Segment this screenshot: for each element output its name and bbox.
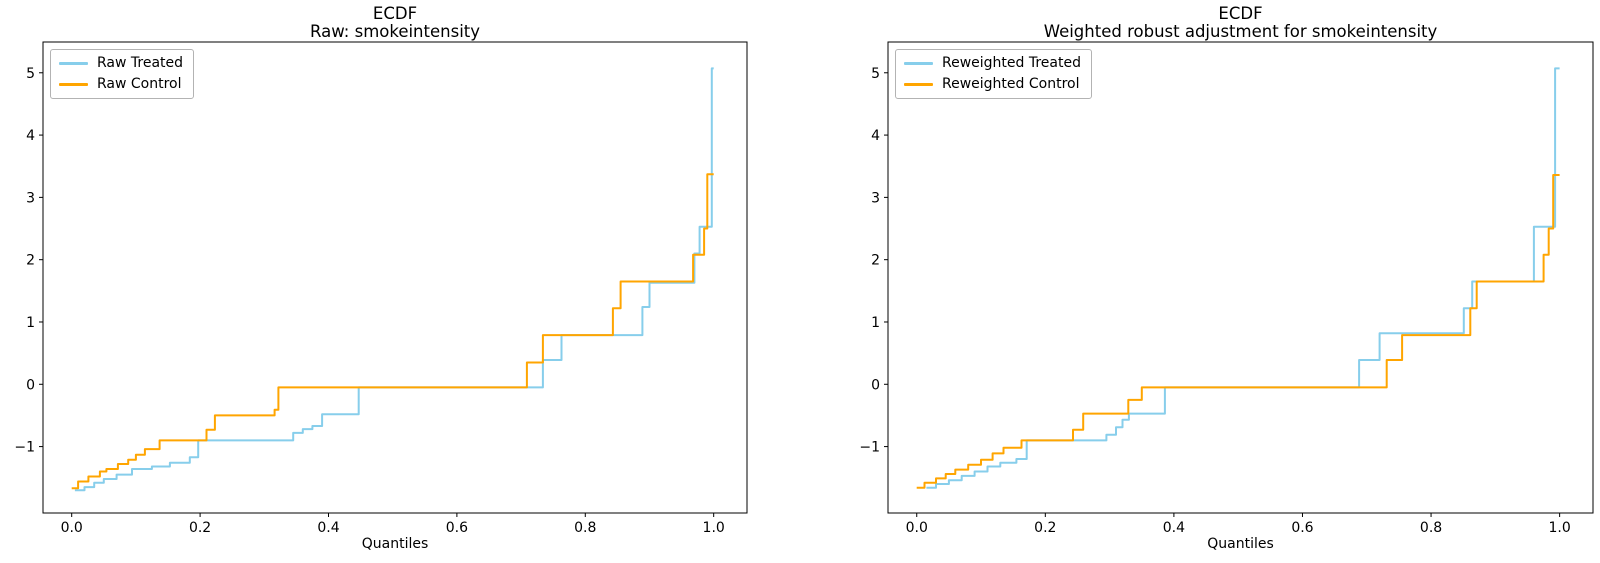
legend-label: Reweighted Treated bbox=[942, 55, 1081, 71]
title-line-subtitle: Raw: smokeintensity bbox=[309, 22, 481, 41]
legend-label: Reweighted Control bbox=[942, 76, 1080, 92]
svg-text:4: 4 bbox=[871, 128, 880, 144]
svg-text:0: 0 bbox=[871, 377, 880, 393]
svg-text:−1: −1 bbox=[859, 440, 880, 456]
svg-text:0.0: 0.0 bbox=[61, 520, 83, 536]
chart-title-raw: ECDF Raw: smokeintensity bbox=[43, 5, 747, 41]
legend-label: Raw Control bbox=[97, 76, 182, 92]
svg-text:1: 1 bbox=[871, 315, 880, 331]
legend-label: Raw Treated bbox=[97, 55, 184, 71]
title-line-ecdf: ECDF bbox=[1218, 4, 1263, 23]
svg-text:1.0: 1.0 bbox=[1549, 520, 1571, 536]
plot-area-weighted: 0.0 0.2 0.4 0.6 0.8 1.0 −1 0 1 2 3 4 5 bbox=[859, 41, 1594, 536]
svg-text:0.0: 0.0 bbox=[906, 520, 928, 536]
chart-title-weighted: ECDF Weighted robust adjustment for smok… bbox=[888, 5, 1593, 41]
legend-raw: Raw Treated Raw Control bbox=[50, 49, 195, 99]
control-line-icon bbox=[904, 83, 933, 86]
svg-text:5: 5 bbox=[26, 66, 35, 82]
svg-text:1: 1 bbox=[26, 315, 35, 331]
svg-text:3: 3 bbox=[871, 190, 880, 206]
svg-text:5: 5 bbox=[871, 66, 880, 82]
x-axis-label-weighted: Quantiles bbox=[1207, 536, 1274, 552]
legend-item-reweighted-treated: Reweighted Treated bbox=[904, 55, 1081, 72]
legend-item-raw-control: Raw Control bbox=[59, 76, 183, 93]
legend-weighted: Reweighted Treated Reweighted Control bbox=[895, 49, 1092, 99]
svg-text:0.8: 0.8 bbox=[574, 520, 596, 536]
svg-text:0.4: 0.4 bbox=[1163, 520, 1185, 536]
svg-text:1.0: 1.0 bbox=[703, 520, 725, 536]
legend-item-reweighted-control: Reweighted Control bbox=[904, 76, 1081, 93]
svg-text:3: 3 bbox=[26, 190, 35, 206]
title-line-subtitle: Weighted robust adjustment for smokeinte… bbox=[1043, 22, 1438, 41]
svg-text:2: 2 bbox=[26, 253, 35, 269]
svg-text:0.6: 0.6 bbox=[446, 520, 468, 536]
control-line-icon bbox=[59, 83, 88, 86]
treated-line-icon bbox=[59, 62, 88, 65]
svg-text:0.6: 0.6 bbox=[1291, 520, 1313, 536]
svg-text:2: 2 bbox=[871, 253, 880, 269]
x-axis-label-raw: Quantiles bbox=[361, 536, 429, 552]
svg-text:0.8: 0.8 bbox=[1420, 520, 1442, 536]
svg-text:0.2: 0.2 bbox=[189, 520, 211, 536]
plot-area-raw: 0.0 0.2 0.4 0.6 0.8 1.0 −1 0 1 2 3 4 5 bbox=[14, 41, 748, 536]
svg-text:0: 0 bbox=[26, 377, 35, 393]
treated-line-icon bbox=[904, 62, 933, 65]
svg-text:−1: −1 bbox=[14, 440, 35, 456]
svg-text:0.4: 0.4 bbox=[317, 520, 339, 536]
svg-text:4: 4 bbox=[26, 128, 35, 144]
title-line-ecdf: ECDF bbox=[372, 4, 418, 23]
legend-item-raw-treated: Raw Treated bbox=[59, 55, 183, 72]
svg-text:0.2: 0.2 bbox=[1034, 520, 1056, 536]
